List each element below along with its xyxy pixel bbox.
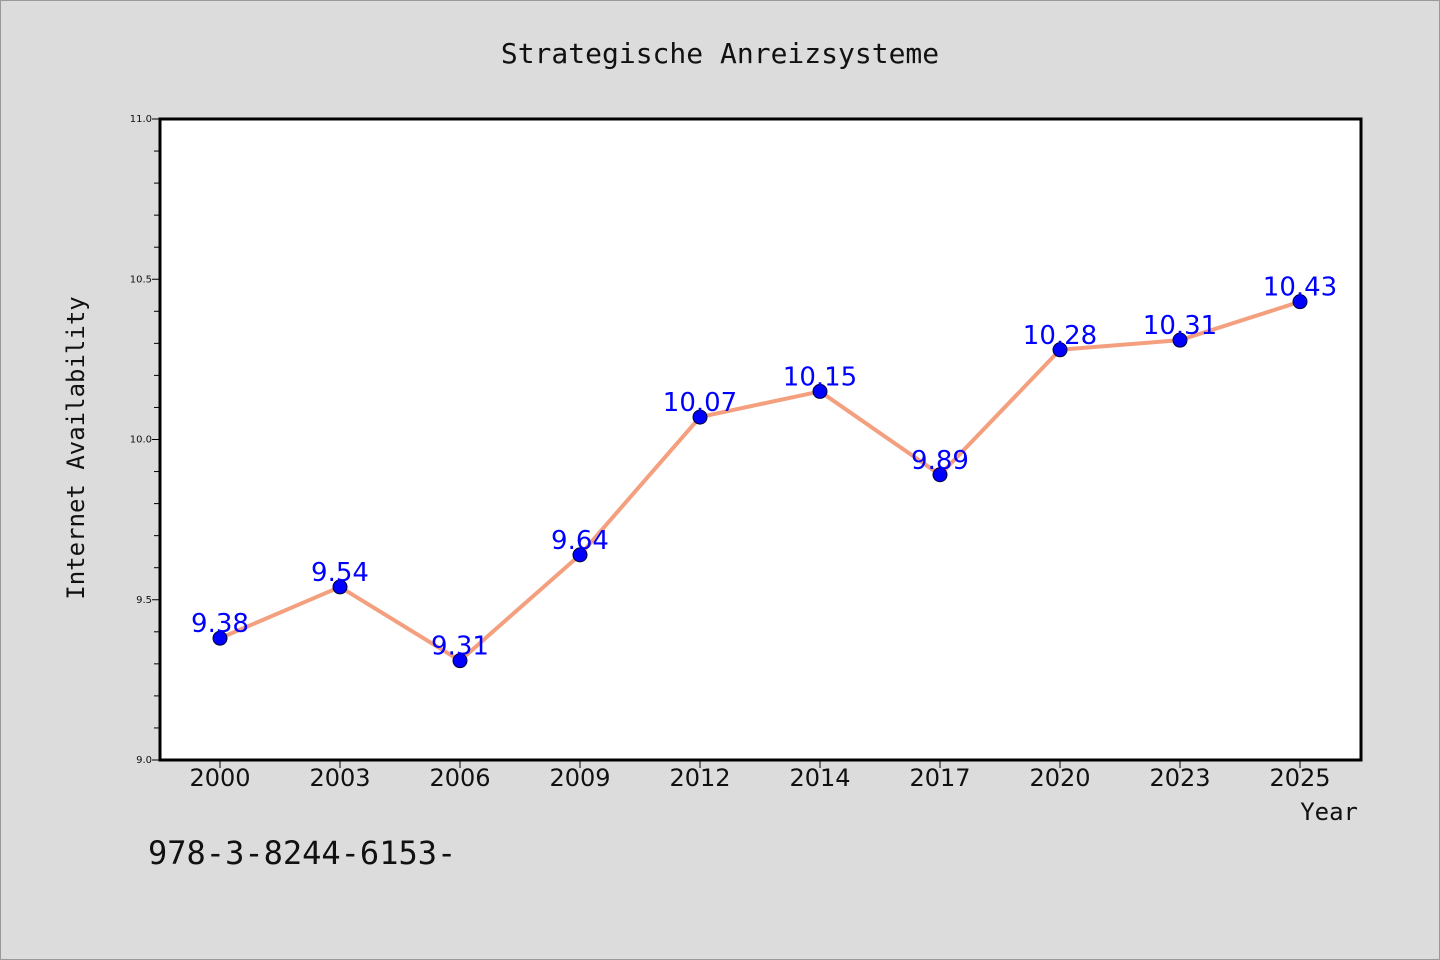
- data-label: 9.64: [551, 526, 609, 556]
- y-tick-label: 9.0: [136, 755, 152, 766]
- data-point-marker: [332, 579, 348, 595]
- data-point-marker: [1052, 342, 1068, 358]
- data-point-marker: [812, 383, 828, 399]
- y-tick-label: 9.5: [136, 595, 152, 606]
- y-tick-label: 11.0: [130, 114, 152, 125]
- x-axis-label: Year: [1300, 798, 1358, 826]
- x-tick-label: 2012: [669, 764, 730, 792]
- plot-area: [158, 117, 1363, 762]
- x-tick-label: 2009: [549, 764, 610, 792]
- x-tick-label: 2023: [1149, 764, 1210, 792]
- data-labels: 9.38 9.54 9.31 9.64 10.07 10.15 9.89 10.28 10.31…: [191, 273, 1337, 662]
- x-tick-label: 2014: [789, 764, 850, 792]
- data-point-marker: [212, 630, 228, 646]
- y-tick-label: 10.0: [130, 435, 152, 446]
- data-label: 9.31: [431, 632, 489, 662]
- y-axis-label: Internet Availability: [62, 296, 90, 599]
- x-tick-label: 2006: [429, 764, 490, 792]
- data-label: 10.28: [1023, 321, 1097, 351]
- data-series: [212, 294, 1308, 669]
- data-label: 10.43: [1263, 273, 1337, 303]
- data-label: 10.31: [1143, 311, 1217, 341]
- data-label: 9.38: [191, 609, 249, 639]
- series-line: [219, 299, 1301, 663]
- x-tick-label: 2017: [909, 764, 970, 792]
- data-point-marker: [692, 409, 708, 425]
- x-tick-label: 2003: [309, 764, 370, 792]
- x-tick-label: 2020: [1029, 764, 1090, 792]
- data-point-marker: [572, 547, 588, 563]
- x-axis: 2000 2003 2006 2009 2012 2014 2017 2020 2023 2025: [189, 760, 1331, 792]
- y-tick-label: 10.5: [130, 274, 152, 285]
- data-label: 9.54: [311, 558, 369, 588]
- data-label: 10.15: [783, 362, 857, 392]
- data-point-marker: [1292, 294, 1308, 310]
- data-point-marker: [932, 467, 948, 483]
- x-tick-label: 2000: [189, 764, 250, 792]
- footer-isbn: 978-3-8244-6153-: [148, 834, 456, 872]
- data-label: 9.89: [911, 446, 969, 476]
- chart-title: Strategische Anreizsysteme: [501, 37, 939, 70]
- x-tick-label: 2025: [1269, 764, 1330, 792]
- data-point-marker: [452, 653, 468, 669]
- y-axis: 9.0 9.5 10.0 10.5 11.0: [130, 114, 160, 766]
- data-label: 10.07: [663, 388, 737, 418]
- data-point-marker: [1172, 332, 1188, 348]
